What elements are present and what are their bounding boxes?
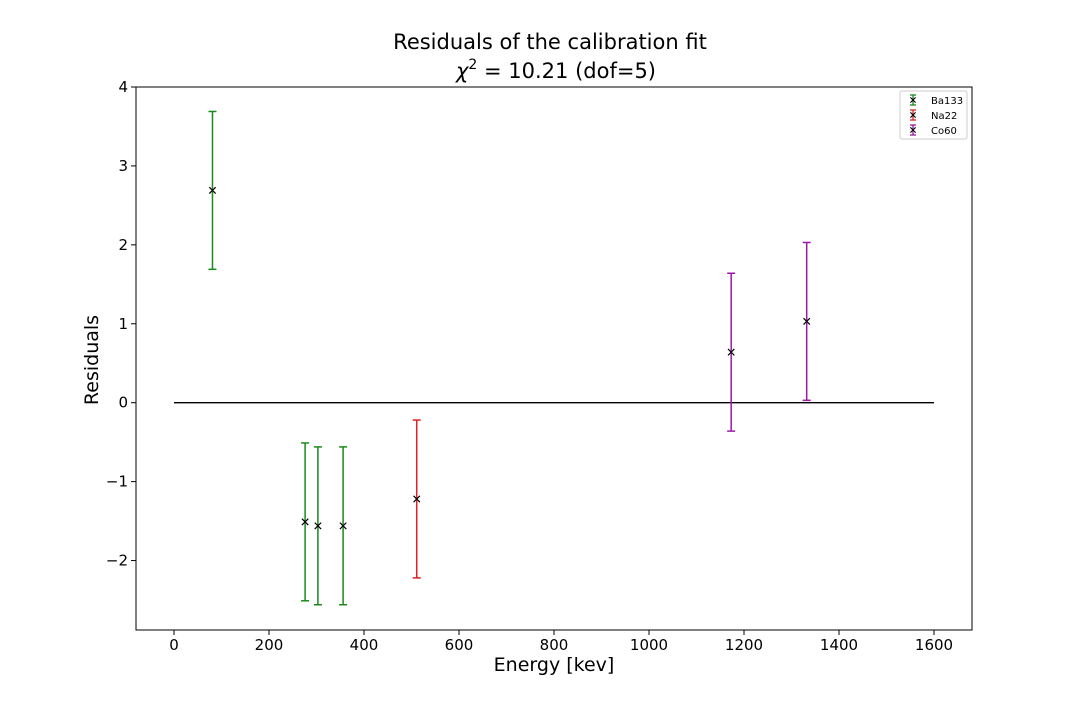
legend-label: Co60 — [931, 126, 957, 137]
legend-box — [899, 90, 968, 140]
y-tick-label: −2 — [106, 552, 128, 570]
y-tick-label: 0 — [118, 394, 128, 412]
y-tick-label: −1 — [106, 473, 128, 491]
chart-subtitle-chi-squared: χ2 = 10.21 (dof=5) — [455, 57, 656, 83]
data-point-marker — [727, 348, 735, 356]
data-point-marker — [413, 495, 421, 503]
x-tick-label: 1000 — [630, 636, 668, 654]
legend-marker — [910, 112, 916, 118]
plot-area: 0 200 400 600 800 1000 1200 1400 1600 −2 −1 0 1 2 3 4 Ba… — [106, 78, 973, 654]
data-point-marker — [339, 522, 347, 530]
legend-marker — [910, 97, 916, 103]
plot-frame — [135, 86, 973, 631]
legend-label: Ba133 — [931, 96, 963, 107]
x-tick-label: 200 — [255, 636, 284, 654]
x-axis-label: Energy [kev] — [494, 654, 615, 676]
legend-marker — [910, 127, 916, 133]
y-tick-label: 1 — [118, 315, 128, 333]
data-point-marker — [314, 522, 322, 530]
x-tick-label: 600 — [445, 636, 474, 654]
data-point-marker — [803, 317, 811, 326]
x-tick-label: 400 — [350, 636, 379, 654]
chi-exponent: 2 — [468, 57, 477, 73]
y-tick-label: 4 — [118, 78, 128, 96]
x-tick-label: 0 — [169, 636, 179, 654]
y-tick-label: 3 — [118, 157, 128, 175]
chart-title: Residuals of the calibration fit — [393, 30, 707, 54]
y-axis-label: Residuals — [81, 315, 103, 405]
chi-symbol: χ — [455, 59, 470, 83]
x-tick-label: 1400 — [820, 636, 858, 654]
y-tick-label: 2 — [118, 236, 128, 254]
x-tick-label: 1600 — [915, 636, 953, 654]
x-tick-label: 800 — [540, 636, 569, 654]
data-point-marker — [208, 186, 217, 195]
chi-value: = 10.21 (dof=5) — [477, 59, 656, 83]
data-point-marker — [301, 518, 309, 526]
x-tick-label: 1200 — [725, 636, 763, 654]
legend-label: Na22 — [931, 111, 957, 122]
